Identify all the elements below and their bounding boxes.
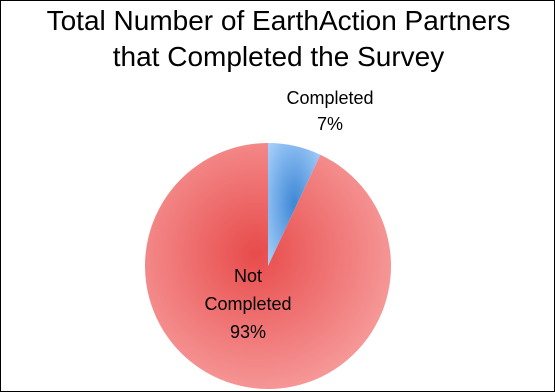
pie-slice-completed: [268, 143, 321, 266]
chart-title: Total Number of EarthAction Partners tha…: [1, 3, 555, 75]
slice-label-completed-name: Completed: [286, 88, 373, 108]
chart-title-line-2: that Completed the Survey: [112, 41, 445, 72]
slice-label-not-completed-value: 93%: [230, 322, 266, 342]
slice-label-not-completed-name-2: Completed: [204, 294, 291, 314]
pie-slice-not-completed: [145, 143, 391, 389]
slice-label-not-completed-name-1: Not: [234, 266, 262, 286]
chart-title-line-1: Total Number of EarthAction Partners: [46, 5, 511, 36]
slice-label-completed-value: 7%: [317, 114, 343, 134]
